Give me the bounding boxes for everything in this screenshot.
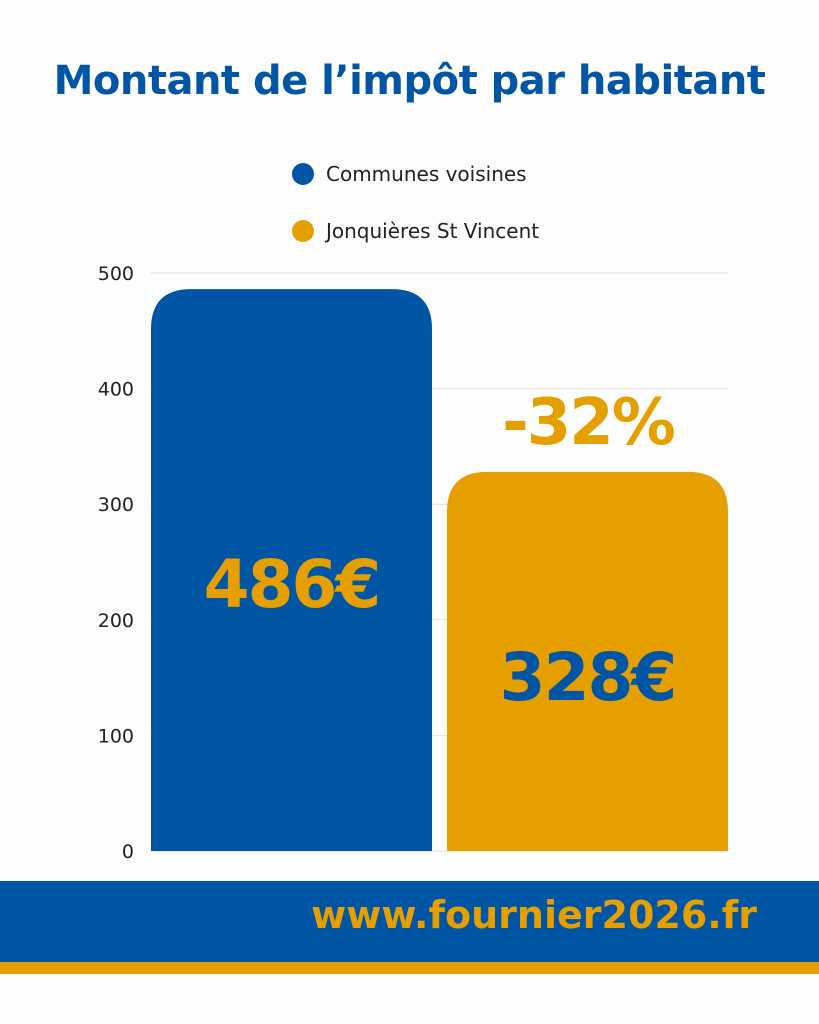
footer-stripe — [0, 962, 819, 974]
bar-communes — [151, 289, 432, 852]
bar-jonquieres — [447, 471, 728, 851]
y-tick-label: 100 — [98, 725, 134, 747]
legend-dot-icon — [292, 163, 314, 185]
legend-item-jonquieres: Jonquières St Vincent — [292, 219, 539, 243]
footer-banner — [0, 881, 819, 962]
y-tick-label: 300 — [98, 494, 134, 516]
legend-label: Jonquières St Vincent — [326, 219, 540, 243]
y-tick-label: 0 — [122, 841, 134, 863]
data-label: 486€ — [204, 546, 380, 623]
data-label: 328€ — [500, 639, 676, 716]
legend-label: Communes voisines — [326, 162, 527, 186]
legend-dot-icon — [292, 220, 314, 242]
y-tick-label: 200 — [98, 610, 134, 632]
y-tick-label: 500 — [98, 263, 134, 285]
website-link[interactable]: www.fournier2026.fr — [311, 893, 757, 937]
bar-chart: 0 100 200 300 400 500 486€ 328€ -32% — [98, 263, 728, 863]
chart-title: Montant de l’impôt par habitant — [53, 58, 766, 104]
percent-difference-annotation: -32% — [502, 386, 675, 460]
legend-item-communes: Communes voisines — [292, 162, 527, 186]
y-tick-label: 400 — [98, 379, 134, 401]
